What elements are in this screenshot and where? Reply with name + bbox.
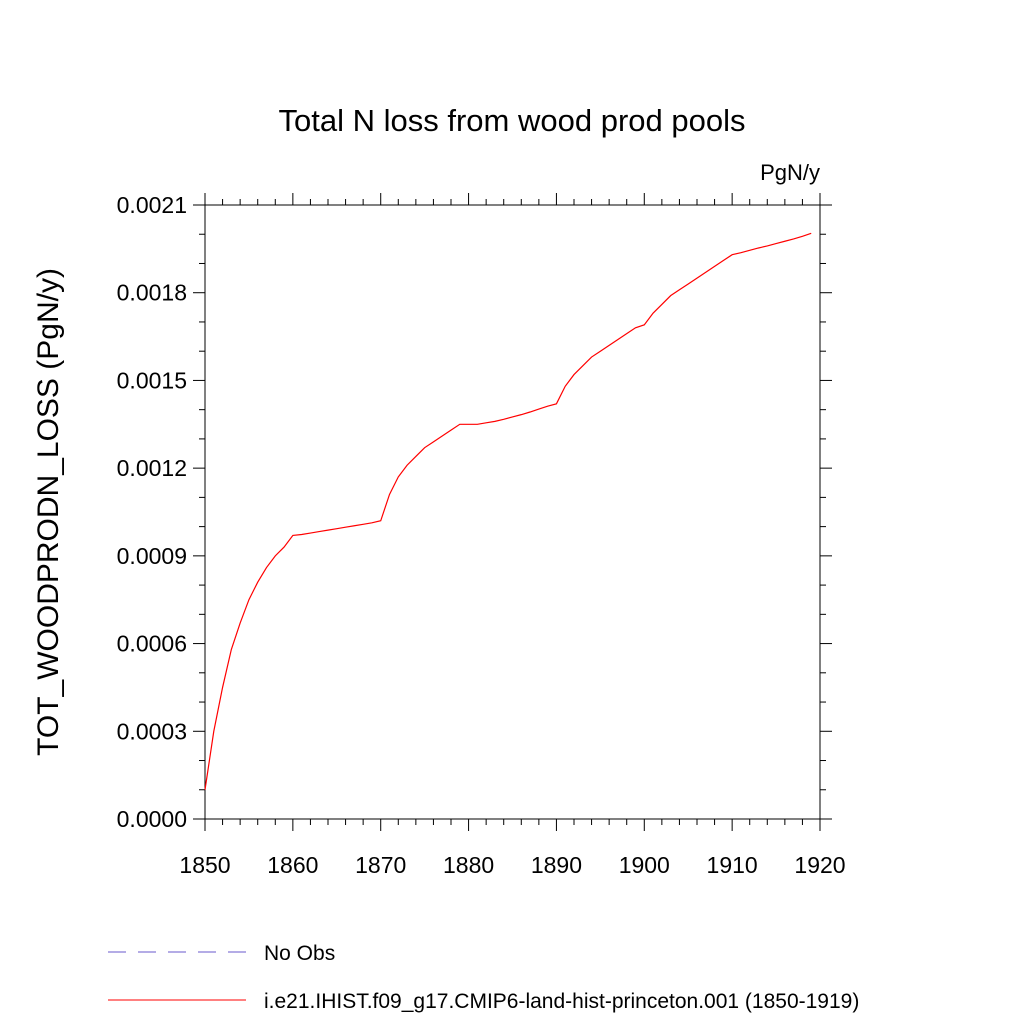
legend-label: i.e21.IHIST.f09_g17.CMIP6-land-hist-prin… <box>264 990 859 1013</box>
plot-frame <box>204 204 821 820</box>
y-tick-label: 0.0003 <box>117 718 187 744</box>
y-tick-label: 0.0006 <box>117 631 187 657</box>
x-tick-label: 1860 <box>267 852 318 878</box>
legend: No Obs i.e21.IHIST.f09_g17.CMIP6-land-his… <box>108 942 859 1013</box>
x-tick-label: 1900 <box>619 852 670 878</box>
y-tick-label: 0.0021 <box>117 192 187 218</box>
x-tick-label: 1890 <box>531 852 582 878</box>
y-tick-label: 0.0015 <box>117 367 187 393</box>
y-tick-label: 0.0018 <box>117 280 187 306</box>
y-tick-label: 0.0012 <box>117 455 187 481</box>
units-label: PgN/y <box>760 160 820 185</box>
chart-title: Total N loss from wood prod pools <box>279 103 746 138</box>
x-axis: 1850 1860 1870 1880 1890 1900 1910 1920 <box>179 193 846 878</box>
legend-label: No Obs <box>264 942 335 965</box>
y-axis-label: TOT_WOODPRODN_LOSS (PgN/y) <box>32 268 65 756</box>
x-tick-label: 1850 <box>179 852 230 878</box>
x-tick-label: 1920 <box>794 852 845 878</box>
y-axis: 0.0000 0.0003 0.0006 0.0009 0.0012 0.0015 0.00… <box>117 192 832 832</box>
x-tick-label: 1870 <box>355 852 406 878</box>
y-tick-label: 0.0000 <box>117 806 187 832</box>
series-line <box>204 232 812 790</box>
series-layer <box>204 232 812 790</box>
x-tick-label: 1910 <box>707 852 758 878</box>
y-tick-label: 0.0009 <box>117 543 187 569</box>
x-tick-label: 1880 <box>443 852 494 878</box>
